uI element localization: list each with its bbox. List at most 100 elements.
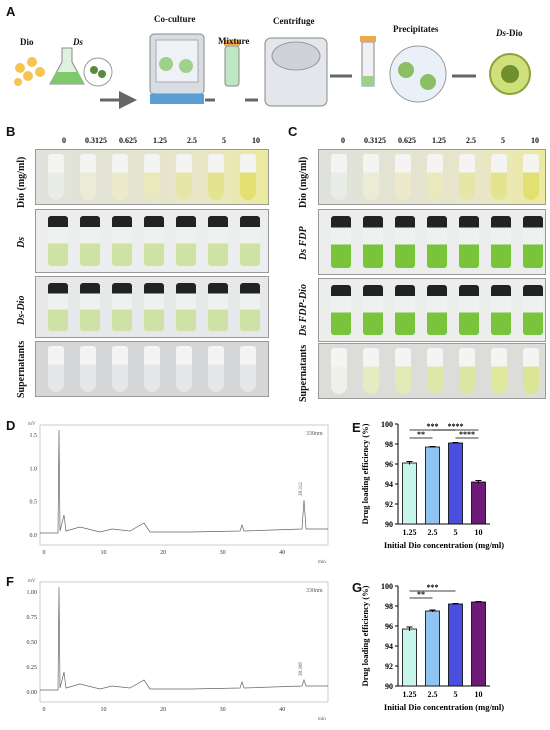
chromatogram-trace <box>40 429 328 534</box>
y-tick-label: 1.0 <box>30 466 38 472</box>
panel-b-label: B <box>6 124 16 139</box>
vial <box>240 283 260 331</box>
x-tick-label: 10 <box>101 550 107 556</box>
vial <box>363 216 383 268</box>
x-tick-label: 0 <box>43 707 46 713</box>
x-tick-label: 5 <box>454 690 458 699</box>
vial <box>80 283 100 331</box>
y-tick-label: 90 <box>385 682 393 691</box>
flask-icon <box>49 47 85 85</box>
x-tick-label: 20 <box>160 550 166 556</box>
x-tick-label: 2.5 <box>428 528 438 537</box>
y-tick-label: 0.50 <box>27 640 38 646</box>
vial <box>395 216 415 268</box>
panel-d-label: D <box>6 418 16 433</box>
y-tick-label: 1.00 <box>27 590 38 596</box>
x-tick-label: 40 <box>279 550 285 556</box>
panel-f-label: F <box>6 574 14 589</box>
y-tick-label: 98 <box>385 440 393 449</box>
tube <box>208 346 224 392</box>
vial <box>48 216 68 266</box>
tube <box>240 154 256 200</box>
photo-b-dsdio <box>35 276 269 338</box>
y-tick-label: 100 <box>381 420 393 429</box>
bar-chart-g: 90 92 94 96 98 100 1.25 2.5 5 10 Initial Dio conce… <box>360 582 504 712</box>
tube <box>395 348 411 394</box>
conc-label: 1.25 <box>153 136 167 145</box>
conc-label: 0.3125 <box>364 136 386 145</box>
tube <box>523 348 539 394</box>
x-tick-label: 0 <box>43 550 46 556</box>
conc-label: 0 <box>62 136 66 145</box>
y-tick-label: 0.00 <box>27 690 38 696</box>
wavelength-label: 330nm <box>306 431 323 437</box>
conc-label: 5 <box>222 136 226 145</box>
label-ds: Ds <box>73 37 84 47</box>
b-row-label-dio: Dio (mg/ml) <box>16 156 27 208</box>
vial <box>176 216 196 266</box>
x-tick-label: 20 <box>160 707 166 713</box>
y-tick-label: 0.0 <box>30 533 38 539</box>
photo-c-dsfdp <box>318 209 546 275</box>
vial <box>427 285 447 335</box>
c-row-label-dsfdp: Ds FDP <box>298 226 309 260</box>
x-tick-label: 30 <box>220 707 226 713</box>
sig-label: ** <box>417 430 425 439</box>
ds-dio-cell-icon <box>489 53 531 95</box>
c-row-label-supernatants: Supernatants <box>298 344 309 402</box>
chromatogram-f: mV 330nm min 0.00 0.25 0.50 0.75 1.00 0 10 20 30 40 3… <box>27 579 329 722</box>
vial <box>363 285 383 335</box>
y-tick-label: 96 <box>385 622 393 631</box>
c-row-label-dsfdpdio: Ds FDP-Dio <box>298 284 309 336</box>
tube <box>144 346 160 392</box>
vial <box>491 285 511 335</box>
conc-label: 2.5 <box>466 136 476 145</box>
photo-b-dio <box>35 149 269 205</box>
photo-c-dio <box>318 149 546 205</box>
conc-label: 1.25 <box>432 136 446 145</box>
y-tick-label: 96 <box>385 460 393 469</box>
panel-a-label: A <box>6 4 16 19</box>
sig-label: **** <box>459 430 475 439</box>
b-row-label-ds: Ds <box>16 236 27 248</box>
wavelength-label: 330nm <box>306 588 323 594</box>
vial <box>80 216 100 266</box>
tube <box>331 154 347 200</box>
y-tick-label: 1.5 <box>30 433 38 439</box>
vial <box>176 283 196 331</box>
conc-label: 0.3125 <box>85 136 107 145</box>
x-unit-label: min <box>318 717 326 722</box>
tube <box>395 154 411 200</box>
vial <box>459 285 479 335</box>
panel-e-label: E <box>352 420 361 435</box>
tube <box>144 154 160 200</box>
x-tick-label: 2.5 <box>428 690 438 699</box>
tube <box>80 346 96 392</box>
vial <box>48 283 68 331</box>
x-tick-label: 1.25 <box>403 690 417 699</box>
ds-cell-circle <box>83 57 113 87</box>
sig-label: *** <box>427 422 439 431</box>
conc-label: 10 <box>531 136 539 145</box>
label-precipitates: Precipitates <box>393 24 439 34</box>
photo-c-supernatants <box>318 343 546 399</box>
y-axis-label: Drug loading efficiency (%) <box>360 585 370 686</box>
x-axis-label: Initial Dio concentration (mg/ml) <box>384 702 504 712</box>
bar <box>402 628 417 687</box>
vial <box>395 285 415 335</box>
tube <box>112 346 128 392</box>
bar <box>471 601 486 687</box>
plot-frame <box>39 424 329 546</box>
bar <box>448 442 463 525</box>
y-tick-label: 92 <box>385 662 393 671</box>
x-tick-label: 40 <box>279 707 285 713</box>
vial <box>240 216 260 266</box>
x-tick-label: 10 <box>101 707 107 713</box>
y-tick-label: 100 <box>381 582 393 591</box>
vial <box>144 283 164 331</box>
tube <box>363 348 379 394</box>
vial <box>331 285 351 335</box>
panel-g-label: G <box>352 580 363 595</box>
falcon-tube-icon <box>360 36 376 87</box>
conc-label: 0.625 <box>119 136 137 145</box>
